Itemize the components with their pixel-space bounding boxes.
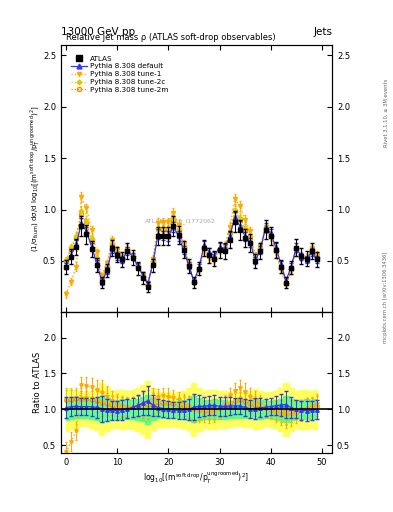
Legend: ATLAS, Pythia 8.308 default, Pythia 8.308 tune-1, Pythia 8.308 tune-2c, Pythia 8: ATLAS, Pythia 8.308 default, Pythia 8.30…: [70, 54, 170, 94]
Text: ATLAS_2019_I1772062: ATLAS_2019_I1772062: [145, 219, 216, 224]
Text: Rivet 3.1.10, ≥ 3M events: Rivet 3.1.10, ≥ 3M events: [383, 78, 388, 147]
Text: Relative jet mass ρ (ATLAS soft-drop observables): Relative jet mass ρ (ATLAS soft-drop obs…: [66, 33, 276, 42]
Text: Jets: Jets: [313, 27, 332, 37]
Y-axis label: Ratio to ATLAS: Ratio to ATLAS: [33, 352, 42, 413]
Text: mcplots.cern.ch [arXiv:1306.3436]: mcplots.cern.ch [arXiv:1306.3436]: [383, 251, 388, 343]
Y-axis label: (1/σ$_{\mathrm{fsum}}$) dσ/d log$_{10}$[(m$^{\mathrm{soft~drop}}$/p$_T^{\mathrm{: (1/σ$_{\mathrm{fsum}}$) dσ/d log$_{10}$[…: [28, 105, 42, 252]
Text: 13000 GeV pp: 13000 GeV pp: [61, 27, 135, 37]
X-axis label: log$_{10}$[(m$^{\mathrm{soft~drop}}$/p$_T^{\mathrm{ungroomed}}$)$^2$]: log$_{10}$[(m$^{\mathrm{soft~drop}}$/p$_…: [143, 470, 250, 486]
